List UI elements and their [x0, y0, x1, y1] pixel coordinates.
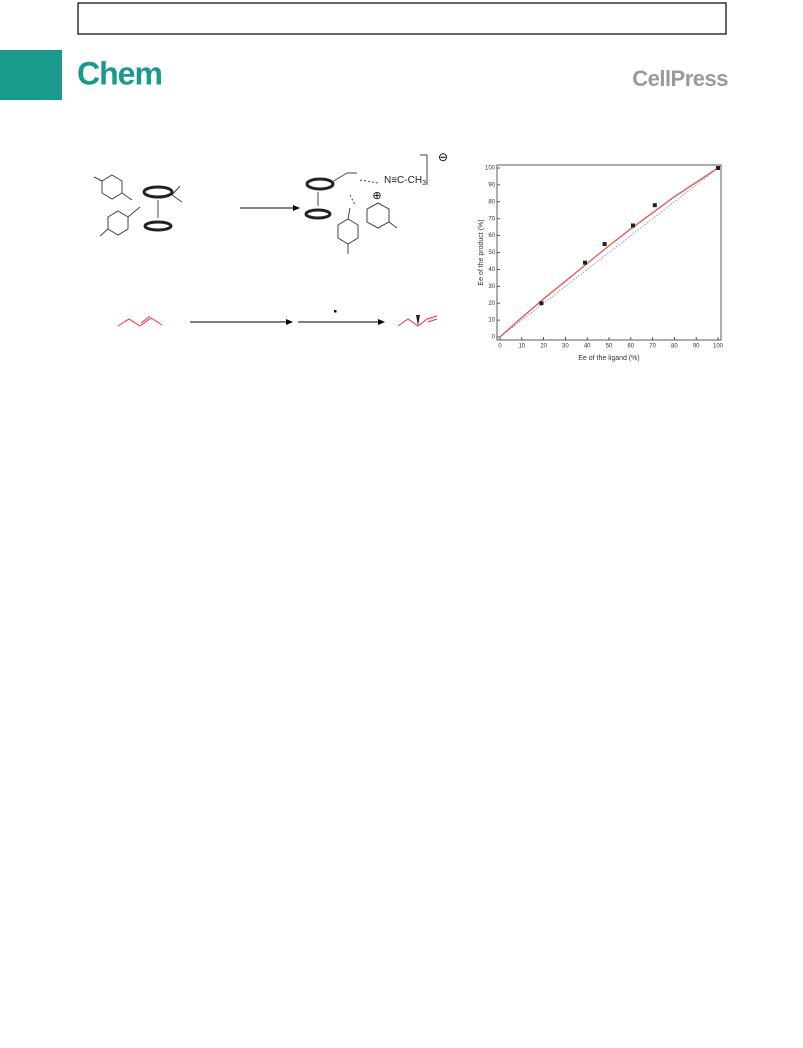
x-tick-label: 0 — [498, 344, 502, 350]
data-point — [630, 223, 635, 228]
x-tick-label: 20 — [540, 344, 547, 350]
reaction-scheme: N≡C-CH3 ⊖ ⊕ — [93, 150, 448, 327]
journal-name: Chem — [77, 55, 162, 91]
y-tick-label: 90 — [488, 182, 495, 188]
top-box — [77, 2, 727, 35]
x-tick-label: 30 — [562, 344, 569, 350]
data-point — [652, 203, 657, 208]
data-point — [602, 242, 607, 247]
x-tick-label: 40 — [584, 344, 591, 350]
y-tick-label: 0 — [492, 335, 496, 341]
brand-block — [0, 50, 62, 100]
x-tick-label: 10 — [518, 344, 525, 350]
publisher: CellPress — [632, 66, 728, 91]
y-tick-label: 80 — [488, 199, 495, 205]
y-tick-label: 60 — [488, 233, 495, 239]
y-tick-label: 100 — [485, 166, 496, 172]
x-tick-label: 50 — [606, 344, 613, 350]
y-tick-label: 10 — [488, 318, 495, 324]
y-tick-label: 20 — [488, 301, 495, 307]
nitrile-subscript: 3 — [422, 180, 426, 187]
x-tick-label: 60 — [627, 344, 634, 350]
cation-charge: ⊕ — [372, 190, 381, 202]
data-point — [583, 260, 588, 265]
anion-charge: ⊖ — [438, 150, 448, 164]
x-tick-label: 70 — [649, 344, 656, 350]
x-axis-title: Ee of the ligand (%) — [578, 355, 639, 362]
series-line — [499, 167, 719, 338]
data-point — [716, 166, 720, 170]
data-point — [539, 301, 544, 306]
series-line — [499, 167, 719, 338]
y-tick-label: 70 — [488, 216, 495, 222]
nitrile-label: N≡C-CH3 — [384, 175, 426, 187]
x-tick-label: 90 — [693, 344, 700, 350]
y-tick-label: 50 — [488, 250, 495, 256]
chart: 0 10 20 30 40 50 60 70 80 90 100 0 10 20 30 40 50 60 70 80 9… — [478, 164, 724, 362]
y-tick-label: 30 — [488, 284, 495, 290]
y-axis-title: Ee of the product (%) — [478, 219, 485, 285]
x-tick-label: 100 — [713, 344, 724, 350]
nitrile-text: N≡C-CH — [384, 175, 422, 186]
x-tick-label: 80 — [671, 344, 678, 350]
y-tick-label: 40 — [488, 267, 495, 273]
